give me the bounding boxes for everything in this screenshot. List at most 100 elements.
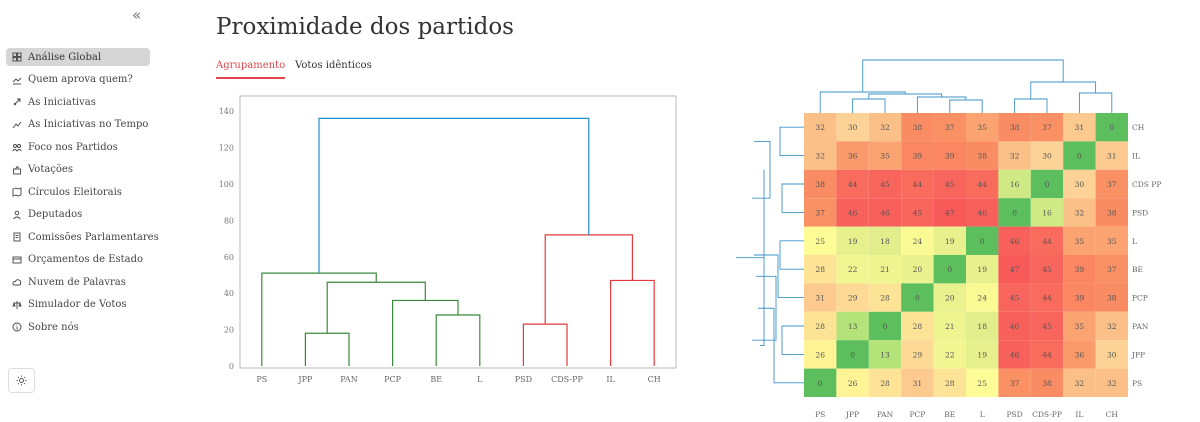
heatmap-cell-label: 25 xyxy=(815,237,825,246)
sidebar-item-as-iniciativas[interactable]: As Iniciativas xyxy=(6,93,150,111)
left-dendrogram-link xyxy=(779,240,804,270)
heatmap-cell xyxy=(1095,198,1128,227)
heatmap-cell xyxy=(804,255,837,284)
heatmap-cell-label: 46 xyxy=(1010,350,1020,359)
sidebar-item-votacoes[interactable]: Votações xyxy=(6,161,150,179)
tab-votos-identicos[interactable]: Votos idênticos xyxy=(295,60,372,71)
heatmap-cell xyxy=(998,311,1031,341)
sidebar-item-quem-aprova-quem[interactable]: Quem aprova quem? xyxy=(6,71,150,89)
heatmap-row-label: PCP xyxy=(1132,294,1148,303)
heatmap-cell xyxy=(933,283,966,312)
heatmap-cell-label: 38 xyxy=(1010,123,1020,132)
heatmap-cell-label: 47 xyxy=(945,208,955,217)
sidebar-item-simulador-de-votos[interactable]: Simulador de Votos xyxy=(6,296,150,314)
leaf-label: BE xyxy=(430,375,442,384)
leaf-label: JPP xyxy=(297,375,313,384)
left-dendrogram-link xyxy=(758,307,804,384)
heatmap-cell xyxy=(1063,198,1096,227)
tab-agrupamento[interactable]: Agrupamento xyxy=(216,60,286,79)
heatmap-col-label: IL xyxy=(1075,410,1083,419)
heatmap-cell xyxy=(1063,113,1096,142)
left-dendrogram-link xyxy=(781,183,804,213)
heatmap-cell xyxy=(998,283,1031,312)
sidebar-item-sobre-nos[interactable]: Sobre nós xyxy=(6,318,150,336)
heatmap-cell xyxy=(1063,368,1096,397)
sidebar-item-foco-nos-partidos[interactable]: Foco nos Partidos xyxy=(6,138,150,156)
leaf-label: IL xyxy=(606,375,615,384)
sidebar-item-nuvem-de-palavras[interactable]: Nuvem de Palavras xyxy=(6,273,150,291)
heatmap-cell xyxy=(933,198,966,227)
heatmap-cell-label: 36 xyxy=(1075,350,1085,359)
heatmap-cell xyxy=(1030,255,1064,284)
heatmap-col-label: CDS-PP xyxy=(1032,410,1062,419)
heatmap-cell-label: 31 xyxy=(913,379,923,388)
collapse-sidebar-icon[interactable]: « xyxy=(132,6,142,24)
heatmap-cell xyxy=(901,311,934,341)
heatmap-col-label: PAN xyxy=(877,410,894,419)
top-dendrogram-link xyxy=(1014,98,1048,113)
heatmap-cell-label: 46 xyxy=(1010,237,1020,246)
heatmap-cell-label: 30 xyxy=(1107,350,1117,359)
heatmap-cell xyxy=(1030,283,1064,312)
heatmap-cell xyxy=(933,226,966,255)
dendrogram-link xyxy=(610,279,655,366)
heatmap-cell xyxy=(836,255,869,284)
heatmap-cell-label: 45 xyxy=(1010,294,1020,303)
heatmap-cell xyxy=(998,113,1031,142)
heatmap-cell-label: 30 xyxy=(1075,180,1085,189)
sidebar-item-orcamentos-de-estado[interactable]: Orçamentos de Estado xyxy=(6,251,150,269)
heatmap-cell xyxy=(1063,311,1096,341)
dendrogram-link xyxy=(544,234,633,325)
y-tick-label: 100 xyxy=(219,180,234,189)
leaf-label: PCP xyxy=(384,375,402,384)
leaf-label: PSD xyxy=(515,375,532,384)
heatmap-cell xyxy=(1030,368,1064,397)
heatmap-cell-label: 46 xyxy=(880,208,890,217)
heatmap-cell xyxy=(1095,340,1128,369)
heatmap-cell-label: 37 xyxy=(1107,265,1117,274)
dendrogram-chart: 0 20 40 60 80 100 120 140 PS JPP PAN PCP BE L PSD CDS-P… xyxy=(219,95,677,384)
top-dendrogram-link xyxy=(868,93,943,99)
heatmap-cell xyxy=(836,368,869,397)
heatmap-cell xyxy=(998,226,1031,255)
y-tick-label: 140 xyxy=(219,107,234,116)
sidebar-item-analise-global[interactable]: Análise Global xyxy=(6,48,150,66)
heatmap-cell xyxy=(868,283,902,312)
sidebar-item-deputados[interactable]: Deputados xyxy=(6,206,150,224)
heatmap-cell xyxy=(1095,283,1128,312)
heatmap-cell xyxy=(901,169,934,199)
sidebar-item-circulos-eleitorais[interactable]: Círculos Eleitorais xyxy=(6,183,150,201)
heatmap-cell-label: 0 xyxy=(1109,123,1114,132)
sidebar-item-label: As Iniciativas xyxy=(28,96,96,108)
theme-toggle-button[interactable] xyxy=(8,368,35,393)
heatmap-cell xyxy=(804,226,837,255)
heatmap-cell-label: 32 xyxy=(1107,322,1117,331)
sidebar-item-comissoes-parlamentares[interactable]: Comissões Parlamentares xyxy=(6,228,159,246)
heatmap-cell xyxy=(1063,340,1096,369)
top-dendrogram-link xyxy=(1078,92,1113,113)
heatmap-cell-label: 44 xyxy=(913,180,923,189)
heatmap-cell-label: 24 xyxy=(977,294,987,303)
leaf-label: PAN xyxy=(340,375,357,384)
heatmap-cell-label: 31 xyxy=(1075,123,1085,132)
heatmap-cell-label: 38 xyxy=(913,123,923,132)
people-icon xyxy=(12,142,22,152)
heatmap-row-label: BE xyxy=(1132,265,1143,274)
heatmap-cell xyxy=(901,255,934,284)
sidebar-item-label: Deputados xyxy=(28,209,83,220)
heatmap-cell xyxy=(933,340,966,369)
heatmap-cell-label: 45 xyxy=(945,180,955,189)
heatmap-cell xyxy=(966,368,999,397)
heatmap-cell-label: 35 xyxy=(1075,322,1085,331)
heatmap-cell-label: 36 xyxy=(848,152,858,161)
heatmap-cell-label: 22 xyxy=(945,350,955,359)
heatmap-cell-label: 46 xyxy=(977,208,987,217)
heatmap-col-label: CH xyxy=(1106,410,1119,419)
sidebar-item-label: Círculos Eleitorais xyxy=(28,186,122,198)
dendrogram-link xyxy=(522,323,568,366)
heatmap-cell-label: 16 xyxy=(1010,180,1020,189)
y-tick-label: 0 xyxy=(229,362,234,371)
heatmap-row-label: JPP xyxy=(1131,350,1145,359)
sidebar-item-as-iniciativas-no-tempo[interactable]: As Iniciativas no Tempo xyxy=(6,116,150,134)
heatmap-cell-label: 0 xyxy=(883,322,888,331)
